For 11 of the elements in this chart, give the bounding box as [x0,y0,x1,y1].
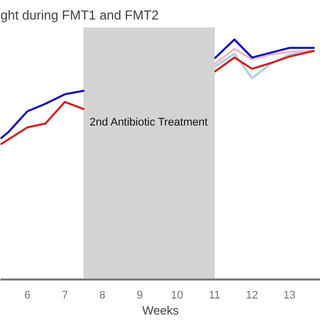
x-tick-label: 10 [171,290,184,302]
x-tick-label: 6 [24,290,31,302]
x-tick-label: 11 [208,290,220,302]
x-axis-title: Weeks [142,304,179,318]
band-label: 2nd Antibiotic Treatment [90,116,208,128]
x-tick-label: 12 [246,290,258,302]
x-tick-label: 9 [136,290,143,302]
x-tick-label: 7 [62,290,68,302]
x-tick-label: 13 [283,290,296,302]
x-tick-label: 8 [99,290,106,302]
chart-title: ght during FMT1 and FMT2 [0,8,159,22]
